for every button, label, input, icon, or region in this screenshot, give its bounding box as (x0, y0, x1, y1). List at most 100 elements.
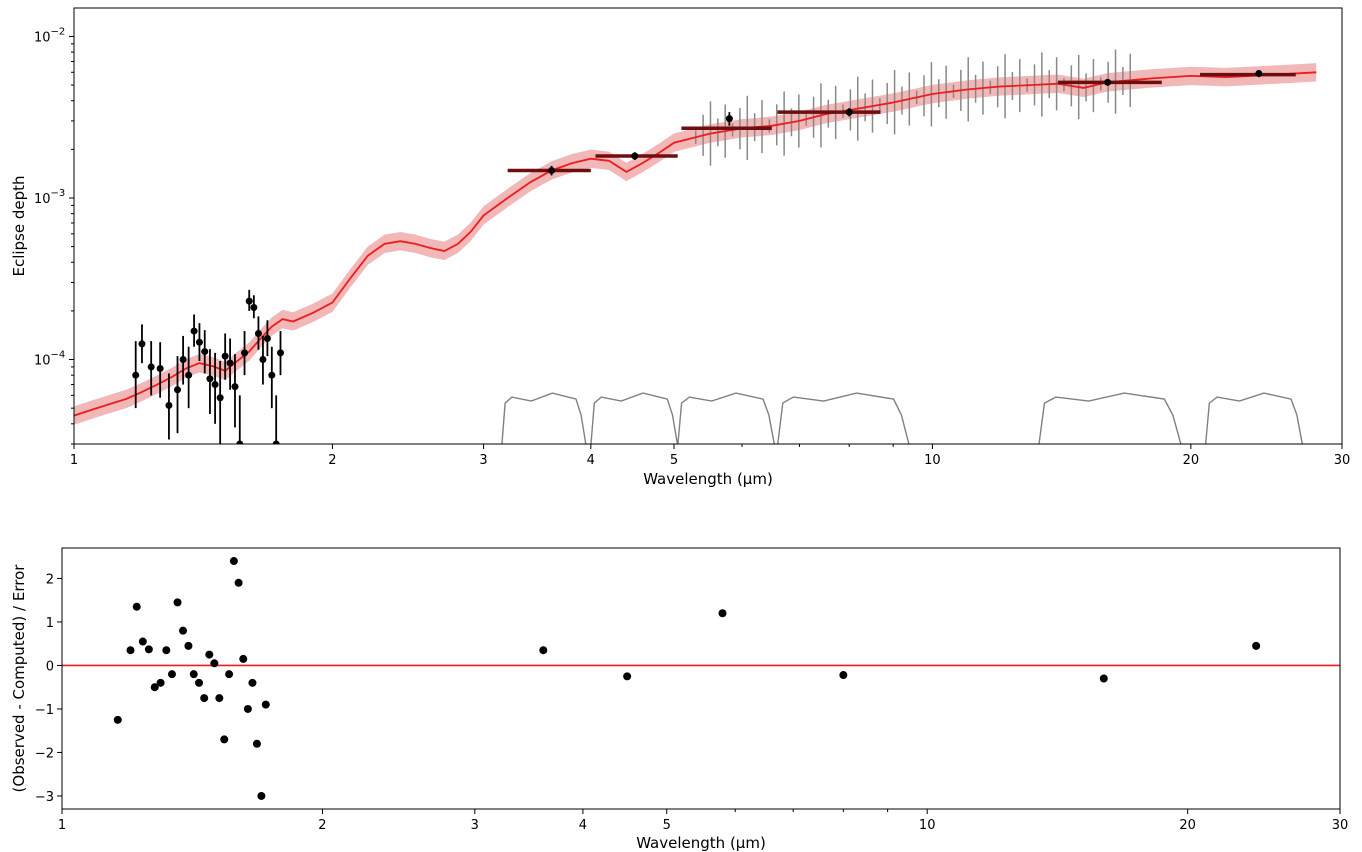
data-point-25 (268, 371, 276, 379)
data-point-3 (147, 363, 155, 371)
filter-curve-1 (501, 392, 587, 444)
top-y-tick-label: 10−3 (34, 188, 65, 207)
model-line (74, 71, 1317, 417)
residual-point-22 (234, 578, 243, 587)
bottom-x-tick-label: 10 (919, 818, 936, 833)
data-point-33 (1255, 69, 1263, 77)
top-axes-frame (73, 7, 1343, 445)
bottom-y-tick-label: 2 (46, 572, 54, 587)
bottom-x-tick-label: 4 (579, 818, 587, 833)
bottom-y-tick-label: −1 (35, 703, 54, 718)
data-point-22 (254, 329, 262, 337)
residual-point-27 (257, 791, 266, 800)
data-point-4 (156, 365, 164, 373)
residual-point-20 (225, 670, 234, 679)
top-x-tick-label: 4 (587, 453, 595, 468)
data-point-8 (185, 371, 193, 379)
bottom-y-tick-label: −3 (35, 790, 54, 805)
data-point-29 (631, 152, 639, 160)
bottom-x-tick-label: 30 (1332, 818, 1349, 833)
residual-point-32 (839, 671, 848, 680)
residual-point-4 (138, 637, 147, 646)
data-point-21 (250, 303, 258, 311)
filter-curve-2 (590, 392, 679, 444)
residual-point-13 (189, 670, 198, 679)
data-point-6 (174, 386, 182, 394)
bottom-y-tick-label: 1 (46, 616, 54, 631)
data-point-12 (206, 375, 214, 383)
data-point-15 (221, 352, 229, 360)
bottom-x-tick-label: 3 (471, 818, 479, 833)
top-x-tick-label: 3 (479, 453, 487, 468)
data-point-7 (179, 356, 187, 364)
bottom-axes-frame (61, 547, 1341, 810)
tick-base: 10 (34, 354, 51, 369)
data-point-28 (548, 166, 556, 174)
filter-curve-3 (677, 392, 776, 444)
residual-point-10 (173, 598, 182, 607)
data-point-18 (236, 440, 244, 444)
top-x-axis-label: Wavelength (μm) (643, 470, 773, 488)
residual-point-5 (144, 645, 153, 654)
residual-point-14 (195, 678, 204, 687)
data-point-24 (263, 334, 271, 342)
residual-point-2 (126, 646, 135, 655)
filter-curve-5 (1038, 392, 1182, 444)
bottom-y-axis-label: (Observed - Computed) / Error (10, 564, 28, 793)
data-point-17 (231, 383, 239, 391)
model-uncertainty-band (74, 63, 1317, 425)
data-point-27 (276, 349, 284, 357)
residual-point-19 (220, 735, 229, 744)
residual-point-6 (150, 683, 159, 692)
bottom-y-tick-label: −2 (35, 746, 54, 761)
filter-curve-4 (777, 392, 910, 444)
residual-point-29 (539, 646, 548, 655)
residual-point-26 (252, 739, 261, 748)
top-x-tick-label: 10 (924, 453, 941, 468)
residual-point-11 (179, 626, 188, 635)
top-x-tick-label: 5 (670, 453, 678, 468)
data-point-19 (241, 349, 249, 357)
data-point-1 (132, 371, 140, 379)
top-y-axis-label: Eclipse depth (10, 175, 28, 276)
residual-point-24 (243, 704, 252, 713)
data-point-10 (195, 338, 203, 346)
data-point-23 (259, 356, 267, 364)
data-point-2 (138, 340, 146, 348)
residual-point-30 (623, 672, 632, 681)
data-point-20 (245, 297, 253, 305)
data-point-5 (165, 401, 173, 409)
data-point-9 (190, 327, 198, 335)
residual-point-25 (248, 678, 257, 687)
tick-base: 10 (34, 30, 51, 45)
residual-point-3 (132, 602, 141, 611)
bottom-x-tick-label: 5 (663, 818, 671, 833)
residual-point-1 (113, 715, 122, 724)
residual-point-7 (156, 678, 165, 687)
residual-point-18 (215, 694, 224, 703)
top-y-tick-label: 10−2 (34, 26, 65, 45)
top-x-tick-label: 2 (328, 453, 336, 468)
filter-curve-6 (1204, 392, 1304, 444)
residual-point-33 (1099, 674, 1108, 683)
tick-exponent: −3 (51, 188, 66, 199)
residual-point-12 (184, 641, 193, 650)
residual-point-21 (229, 557, 238, 566)
residual-point-16 (205, 650, 214, 659)
top-x-tick-label: 1 (70, 453, 78, 468)
data-point-16 (226, 359, 234, 367)
residual-point-15 (200, 694, 209, 703)
tick-base: 10 (34, 192, 51, 207)
tick-exponent: −2 (51, 26, 66, 37)
residual-point-23 (239, 654, 248, 663)
residual-point-31 (718, 609, 727, 618)
residual-point-34 (1252, 641, 1261, 650)
bottom-y-tick-label: 0 (46, 659, 54, 674)
data-point-32 (1104, 78, 1112, 86)
residual-point-8 (162, 646, 171, 655)
data-point-11 (201, 348, 209, 356)
residual-point-28 (261, 700, 270, 709)
tick-exponent: −4 (51, 350, 66, 361)
